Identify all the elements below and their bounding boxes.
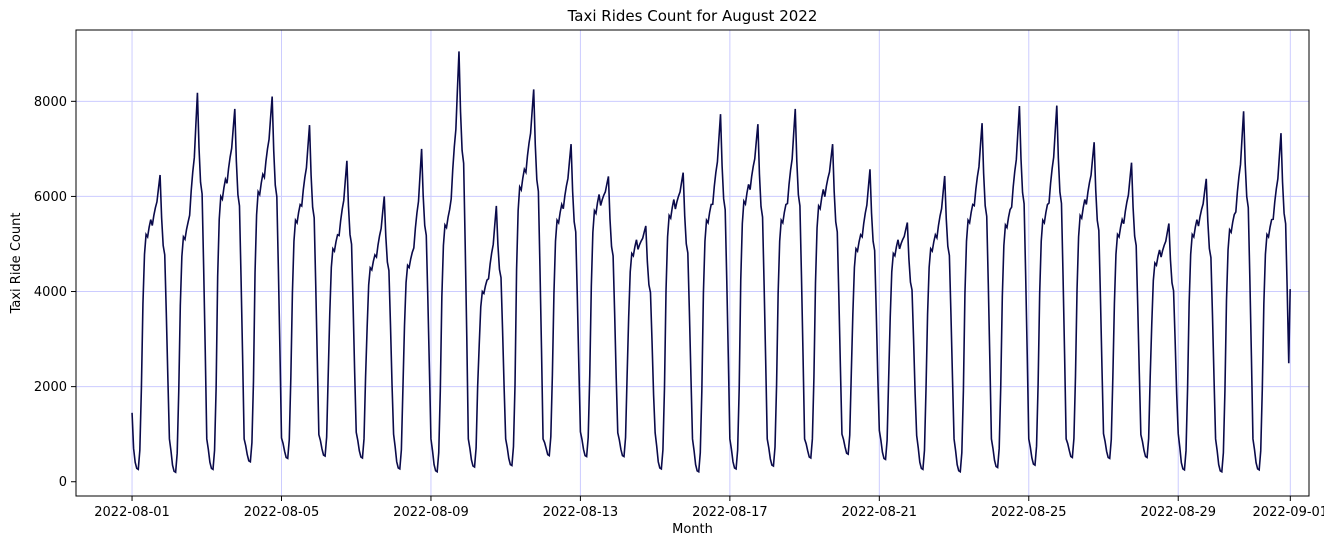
x-tick-label: 2022-08-25 [991,505,1067,520]
plot-area [75,29,1310,497]
x-tick-label: 2022-08-29 [1140,505,1216,520]
y-axis-label: Taxi Ride Count [9,213,24,315]
x-tick-label: 2022-08-17 [692,505,768,520]
y-tick-label: 4000 [34,285,67,300]
x-axis-label: Month [672,522,713,537]
y-tick-label: 0 [59,475,67,490]
taxi-rides-series-line [131,51,1291,474]
x-tick-label: 2022-08-05 [244,505,320,520]
x-axis-ticks: 2022-08-01 2022-08-05 2022-08-09 2022-08-13… [94,496,1324,520]
chart-title: Taxi Rides Count for August 2022 [567,7,818,25]
grid [76,30,1309,496]
y-axis-ticks: 0 2000 4000 6000 8000 [34,95,76,490]
y-tick-label: 2000 [34,380,67,395]
y-tick-label: 8000 [34,95,67,110]
x-tick-label: 2022-08-13 [543,505,619,520]
x-tick-label: 2022-08-01 [94,505,170,520]
y-tick-label: 6000 [34,190,67,205]
x-tick-label: 2022-09-01 [1253,505,1324,520]
x-tick-label: 2022-08-09 [393,505,469,520]
x-tick-label: 2022-08-21 [842,505,918,520]
